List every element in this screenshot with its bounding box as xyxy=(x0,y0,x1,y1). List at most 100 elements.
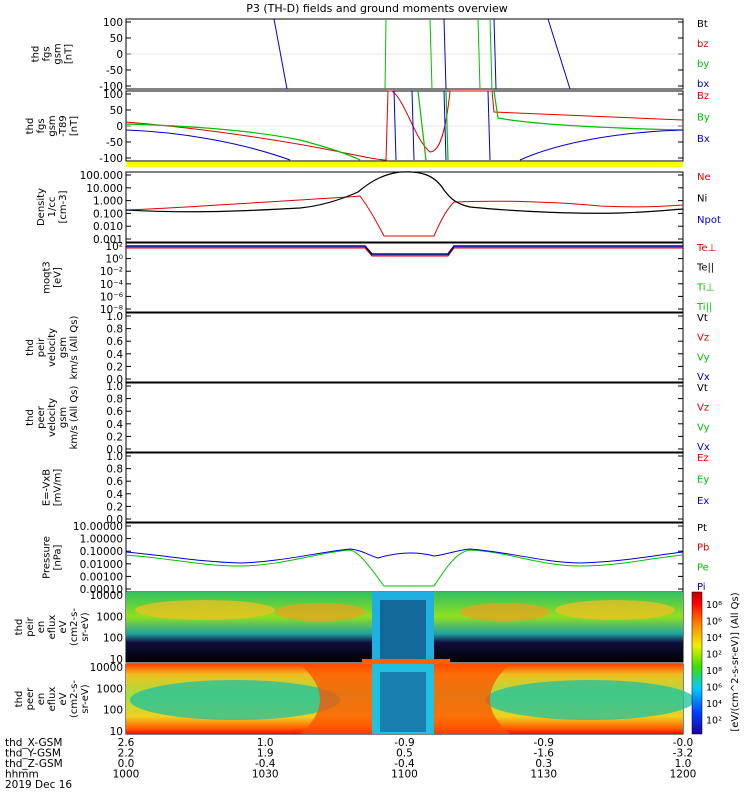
x-value: -0.4 xyxy=(255,758,276,770)
x-value: 2.2 xyxy=(118,748,135,760)
colorbar-label: [eV/(cm^2-s-sr-eV)] (All Qs) xyxy=(730,592,741,731)
ytick-label: 100.000 xyxy=(80,170,123,182)
mode-bar xyxy=(126,162,683,167)
ytick-label: 0.2 xyxy=(106,361,123,373)
ylabel-line: en xyxy=(36,621,47,634)
ytick-label: 0.6 xyxy=(106,476,123,488)
ytick-label: 0.00100 xyxy=(80,571,123,583)
ytick-label: 0.010 xyxy=(93,221,123,233)
legend-entry: Vx xyxy=(697,372,710,383)
ylabel-line: km/s (All Qs) xyxy=(69,386,80,450)
legend-entry: Vz xyxy=(697,333,709,344)
ylabel-line: [nPa] xyxy=(53,544,64,570)
legend-entry: Bx xyxy=(697,134,710,145)
ytick-label: 0.6 xyxy=(106,336,123,348)
peir-spectrogram xyxy=(126,592,683,662)
ytick-label: 10² xyxy=(105,241,123,253)
ylabel-line: eflux xyxy=(47,615,58,640)
panel-peir_vel: 1.00.80.60.40.20.0 thd peir velocity gsm km/s… xyxy=(25,311,710,386)
ylabel-line: thd xyxy=(25,118,36,135)
x-value: 2.6 xyxy=(118,737,135,749)
legend-entry: Bt xyxy=(697,19,708,30)
pressure-traces xyxy=(125,548,684,587)
ytick-label: 0.4 xyxy=(106,489,123,501)
ylabel-line: thd xyxy=(25,409,36,426)
ylabel-line: velocity xyxy=(47,398,58,437)
ytick-label: 0.8 xyxy=(106,464,123,476)
ytick-label: 0.2 xyxy=(106,431,123,443)
panel-fgs: 100 50 0 -50 -100 thd fgs gsm [nT] Bt bz by bx xyxy=(31,17,710,93)
x-value: -0.0 xyxy=(673,737,694,749)
ytick-label: 0.0 xyxy=(106,374,123,386)
ylabel-line: peer xyxy=(36,405,47,429)
legend-entry: Pb xyxy=(697,543,709,554)
legend-entry: Vx xyxy=(697,442,710,453)
ytick-label: 0.001 xyxy=(93,234,123,246)
x-value: -0.9 xyxy=(534,737,555,749)
ytick-label: 1.000 xyxy=(93,196,123,208)
ytick-label: 100 xyxy=(103,705,123,717)
ytick-label: 0.4 xyxy=(106,419,123,431)
colorbar-tick-label: 10² xyxy=(706,716,722,727)
ytick-label: 0.8 xyxy=(106,324,123,336)
legend-entry: By xyxy=(697,113,710,124)
legend-entry: Vt xyxy=(697,383,708,394)
x-value: 1200 xyxy=(670,769,697,781)
colorbar-tick-label: 10⁶ xyxy=(706,617,722,628)
ytick-label: 10 xyxy=(110,654,123,666)
x-value: 1100 xyxy=(391,769,418,781)
ytick-label: 0.0 xyxy=(106,514,123,526)
legend-entry: Pi xyxy=(697,582,706,593)
legend-entry: Ne xyxy=(697,172,711,183)
ylabel-line: sr-eV) xyxy=(80,684,91,713)
ylabel-line: [nT] xyxy=(64,44,75,64)
ytick-label: 0.2 xyxy=(106,501,123,513)
ytick-label: 1.0 xyxy=(106,451,123,463)
peer-spectrogram xyxy=(126,659,695,734)
ytick-label: 0.8 xyxy=(106,394,123,406)
ylabel-line: fgs xyxy=(42,46,53,61)
ylabel-line: velocity xyxy=(47,328,58,367)
colorbar-tick-label: 10⁸ xyxy=(706,666,722,677)
legend-entry: Ni xyxy=(697,194,707,205)
panel-density: 100.00010.0001.0000.1000.0100.001 Density… xyxy=(36,170,721,246)
plot-title: P3 (TH-D) fields and ground moments over… xyxy=(246,2,508,15)
ylabel-line: [nT] xyxy=(69,116,80,136)
legend-entry: by xyxy=(697,59,709,70)
ytick-label: 100 xyxy=(103,89,123,101)
ylabel-line: -T89 xyxy=(58,115,69,137)
ytick-label: 100 xyxy=(103,17,123,29)
ytick-label: -50 xyxy=(106,137,123,149)
ylabel-line: Density xyxy=(36,188,47,226)
colorbar-tick-label: 10² xyxy=(706,650,722,661)
legend-entry: Ti⊥ xyxy=(696,282,714,293)
x-value: 0.3 xyxy=(535,758,552,770)
ylabel-line: E=-VxB xyxy=(42,469,53,506)
ytick-label: -50 xyxy=(106,65,123,77)
ylabel-line: gsm xyxy=(47,115,58,136)
ytick-label: 0.0 xyxy=(106,444,123,456)
legend-entry: Ey xyxy=(697,475,709,486)
ytick-label: 50 xyxy=(110,33,123,45)
panel-peer_vel: 1.00.80.60.40.20.0 thd peer velocity gsm km/s… xyxy=(25,381,710,456)
panel-pressure: 10.000001.000000.100000.010000.001000.00… xyxy=(42,521,710,596)
x-value: 0.5 xyxy=(396,748,413,760)
colorbar-tick-label: 10⁸ xyxy=(706,600,722,611)
ylabel-line: Pressure xyxy=(42,536,53,579)
legend-entry: Vy xyxy=(697,422,710,433)
legend-entry: Vt xyxy=(697,313,708,324)
colorbar-tick-label: 10⁴ xyxy=(706,633,722,644)
ytick-label: 1000 xyxy=(96,611,123,623)
panel-frame xyxy=(125,452,684,523)
ylabel-line: sr-eV) xyxy=(80,612,91,641)
legend-entry: Vy xyxy=(697,352,710,363)
ytick-label: 1.0 xyxy=(106,311,123,323)
x-value: 1.0 xyxy=(675,758,692,770)
x-value: -1.6 xyxy=(534,748,555,760)
ylabel-line: (cm2-s- xyxy=(69,608,80,646)
ylabel-line: 1/cc xyxy=(47,197,58,218)
ylabel-line: km/s (All Qs) xyxy=(69,316,80,380)
x-value: 1.0 xyxy=(257,737,274,749)
